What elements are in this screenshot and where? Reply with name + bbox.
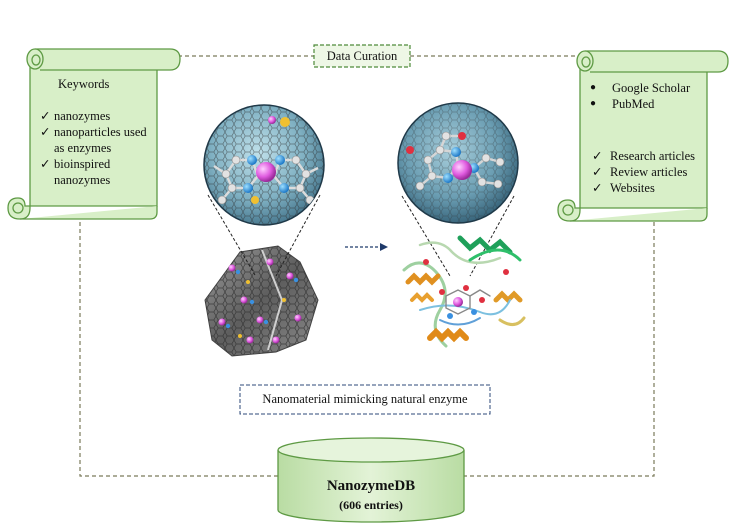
keyword-label: nanozymes — [54, 109, 111, 123]
nanomaterial-sheet — [204, 245, 319, 357]
caption: Nanomaterial mimicking natural enzyme — [262, 392, 468, 406]
database-cylinder — [277, 437, 465, 523]
source-type-label: Review articles — [610, 165, 688, 179]
heme-active-site-sphere — [397, 102, 519, 224]
keyword-label: bioinspired nanozymes — [54, 157, 111, 187]
dashed-connectors — [79, 55, 655, 477]
checkmark-icon: ✓ — [40, 109, 51, 123]
sources-panel: ● Google Scholar ● PubMed ✓ Research art… — [590, 80, 706, 196]
keywords-title: Keywords — [58, 77, 110, 91]
checkmark-icon: ✓ — [592, 165, 603, 179]
natural-enzyme-protein — [402, 235, 526, 348]
checkmark-icon: ✓ — [40, 157, 51, 171]
source-type-item: ✓ Review articles — [592, 164, 706, 180]
connector-keywords-to-database — [79, 222, 280, 477]
keywords-panel: Keywords ✓ nanozymes ✓ nanoparticles use… — [40, 76, 155, 188]
mimic-arrow — [345, 243, 388, 251]
keyword-item: ✓ nanozymes — [40, 108, 155, 124]
connector-sources-to-database — [464, 222, 655, 477]
source-item: ● Google Scholar — [590, 80, 706, 96]
source-type-item: ✓ Research articles — [592, 148, 706, 164]
source-type-label: Research articles — [610, 149, 696, 163]
source-item: ● PubMed — [590, 96, 706, 112]
keywords-scroll — [7, 48, 181, 220]
database-entries: (606 entries) — [339, 498, 403, 512]
keyword-label: nanoparticles used as enzymes — [54, 125, 147, 155]
graphene-single-atom-sphere — [203, 104, 325, 226]
bullet-icon: ● — [590, 82, 597, 93]
source-type-label: Websites — [610, 181, 655, 195]
checkmark-icon: ✓ — [40, 125, 51, 139]
checkmark-icon: ✓ — [592, 181, 603, 195]
zoom-lines-left — [207, 194, 321, 277]
keyword-item: ✓ bioinspired nanozymes — [40, 156, 155, 188]
source-label: Google Scholar — [612, 81, 691, 95]
caption-box — [239, 384, 491, 415]
curation-label: Data Curation — [326, 49, 398, 63]
source-type-item: ✓ Websites — [592, 180, 706, 196]
bullet-icon: ● — [590, 98, 597, 109]
source-label: PubMed — [612, 97, 655, 111]
database-name: NanozymeDB — [326, 478, 416, 494]
keyword-item: ✓ nanoparticles used as enzymes — [40, 124, 155, 156]
sources-scroll — [557, 50, 729, 222]
checkmark-icon: ✓ — [592, 149, 603, 163]
curation-label-box — [313, 44, 411, 68]
